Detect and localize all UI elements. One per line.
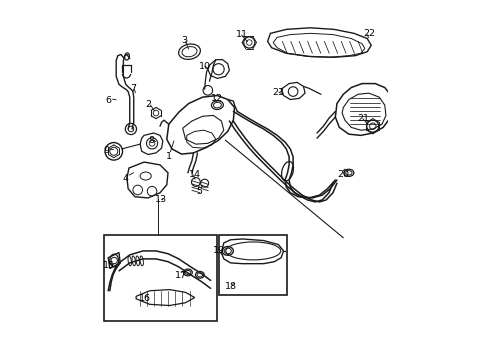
Text: 4: 4	[122, 174, 129, 183]
Text: 2: 2	[144, 100, 151, 109]
Text: 1: 1	[165, 152, 171, 161]
Text: 17: 17	[174, 271, 186, 280]
Text: 16: 16	[139, 294, 151, 303]
Text: 19: 19	[213, 247, 225, 256]
Text: 9: 9	[103, 145, 109, 154]
Text: 6: 6	[105, 96, 112, 105]
Text: 15: 15	[103, 261, 115, 270]
Text: 11: 11	[235, 30, 247, 39]
Text: 22: 22	[363, 29, 374, 38]
Text: 10: 10	[198, 62, 210, 71]
Text: 13: 13	[155, 195, 166, 204]
Text: 12: 12	[210, 94, 222, 103]
Text: 21: 21	[356, 114, 368, 123]
Bar	[218, 235, 286, 295]
Text: 18: 18	[225, 282, 237, 291]
Text: 5: 5	[196, 188, 202, 197]
Text: 14: 14	[188, 170, 200, 179]
Bar	[104, 235, 216, 321]
Text: 7: 7	[129, 84, 136, 93]
Text: 23: 23	[272, 88, 284, 97]
Text: 3: 3	[181, 36, 186, 45]
Text: 20: 20	[336, 170, 348, 179]
Text: 8: 8	[148, 136, 154, 145]
